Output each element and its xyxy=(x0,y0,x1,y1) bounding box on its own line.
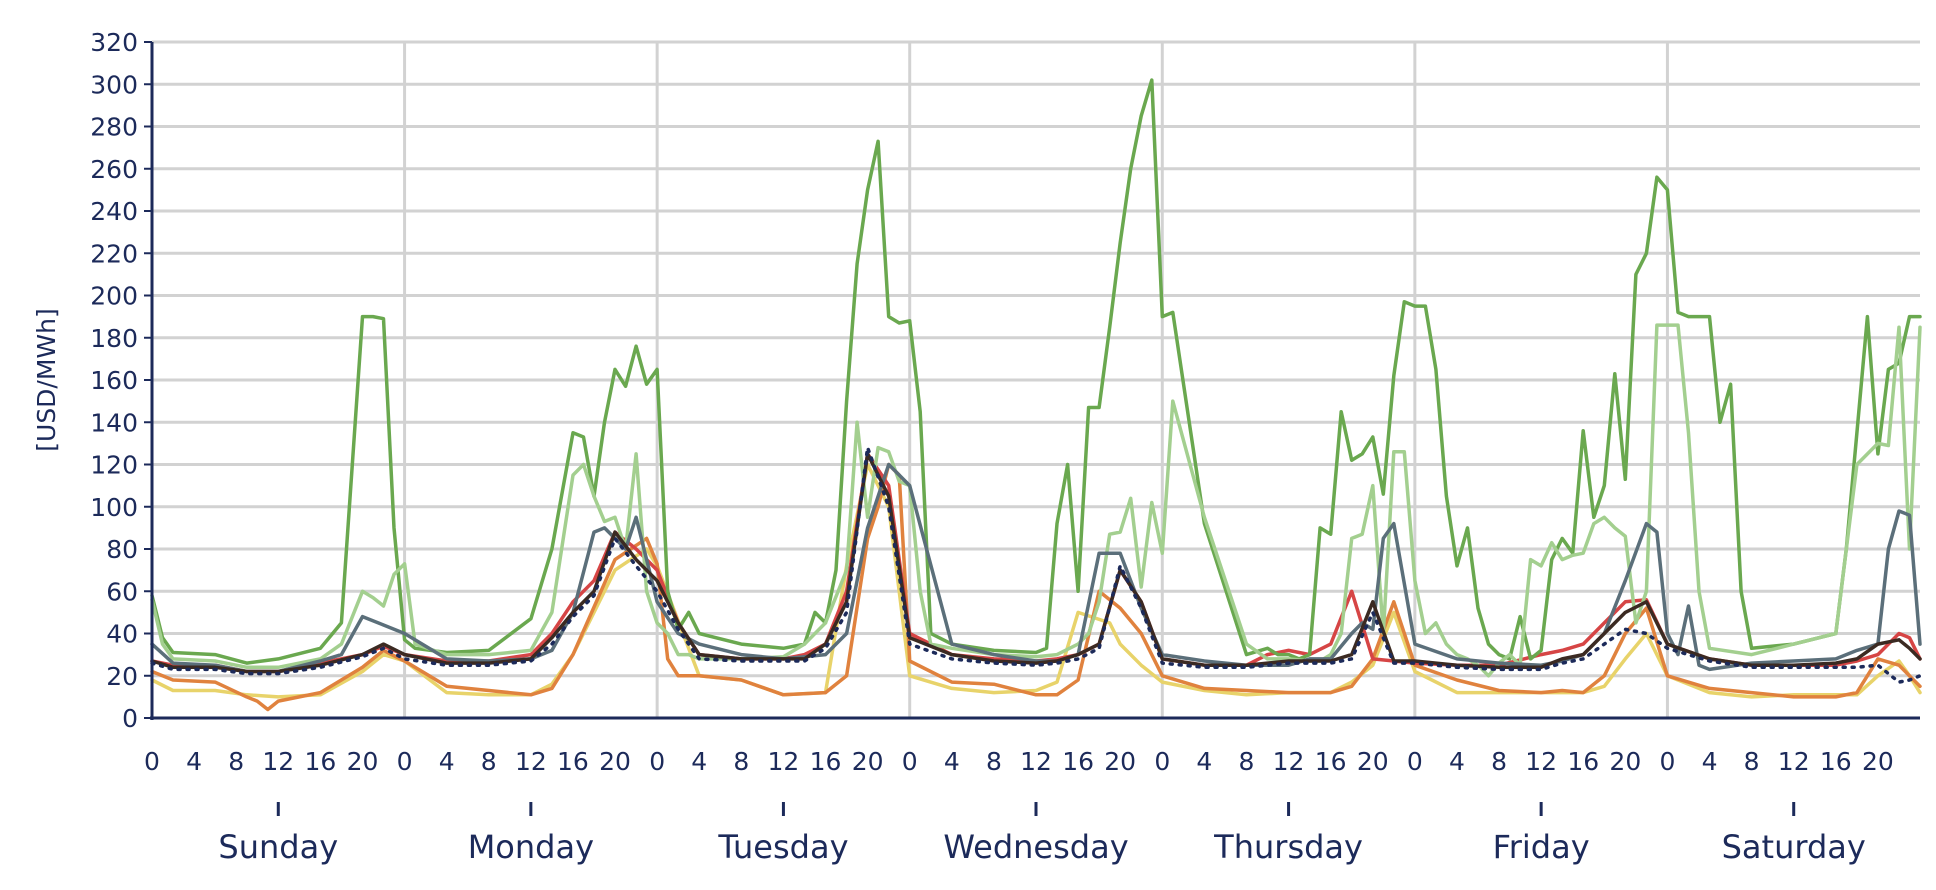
x-tick-label: 12 xyxy=(1525,747,1557,776)
y-tick-label: 80 xyxy=(106,535,138,564)
y-tick-label: 0 xyxy=(122,704,138,733)
x-tick-label: 4 xyxy=(1449,747,1465,776)
x-tick-label: 20 xyxy=(1104,747,1136,776)
x-tick-label: 20 xyxy=(347,747,379,776)
day-label: Wednesday xyxy=(943,828,1128,866)
x-tick-label: 8 xyxy=(1491,747,1507,776)
x-tick-label: 20 xyxy=(1357,747,1389,776)
x-tick-label: 20 xyxy=(852,747,884,776)
y-tick-label: 60 xyxy=(106,577,138,606)
x-tick-label: 0 xyxy=(397,747,413,776)
day-label: Friday xyxy=(1493,828,1590,866)
x-tick-label: 12 xyxy=(768,747,800,776)
x-tick-label: 12 xyxy=(262,747,294,776)
x-tick-label: 8 xyxy=(986,747,1002,776)
series-line-8 xyxy=(150,445,1922,684)
series-line-1 xyxy=(150,462,1922,699)
day-label: Sunday xyxy=(218,828,338,866)
y-tick-label: 240 xyxy=(90,197,138,226)
x-tick-label: 16 xyxy=(1820,747,1852,776)
y-tick-label: 160 xyxy=(90,366,138,395)
x-tick-label: 20 xyxy=(1862,747,1894,776)
x-tick-label: 20 xyxy=(1609,747,1641,776)
x-tick-label: 0 xyxy=(1659,747,1675,776)
x-tick-label: 16 xyxy=(304,747,336,776)
y-tick-label: 100 xyxy=(90,493,138,522)
x-tick-label: 20 xyxy=(599,747,631,776)
day-label: Thursday xyxy=(1213,828,1363,866)
y-tick-label: 180 xyxy=(90,324,138,353)
x-tick-label: 8 xyxy=(1239,747,1255,776)
x-tick-label: 8 xyxy=(228,747,244,776)
x-tick-label: 4 xyxy=(186,747,202,776)
x-tick-label: 16 xyxy=(810,747,842,776)
y-axis-label: [USD/MWh] xyxy=(32,308,61,451)
y-tick-label: 20 xyxy=(106,662,138,691)
y-tick-label: 140 xyxy=(90,408,138,437)
y-tick-label: 120 xyxy=(90,451,138,480)
x-tick-label: 16 xyxy=(557,747,589,776)
y-tick-label: 280 xyxy=(90,113,138,142)
series-line-5 xyxy=(150,323,1922,678)
x-tick-label: 16 xyxy=(1315,747,1347,776)
x-tick-label: 12 xyxy=(1020,747,1052,776)
y-tick-label: 300 xyxy=(90,70,138,99)
x-tick-label: 4 xyxy=(1196,747,1212,776)
x-tick-label: 8 xyxy=(733,747,749,776)
x-tick-label: 4 xyxy=(439,747,455,776)
x-tick-label: 4 xyxy=(1702,747,1718,776)
x-tick-label: 8 xyxy=(481,747,497,776)
series-layer xyxy=(150,78,1922,712)
day-label: Tuesday xyxy=(717,828,848,866)
x-tick-label: 12 xyxy=(515,747,547,776)
y-tick-label: 220 xyxy=(90,239,138,268)
series-line-7 xyxy=(150,452,1922,674)
x-tick-label: 12 xyxy=(1778,747,1810,776)
x-tick-label: 0 xyxy=(1154,747,1170,776)
x-tick-label: 0 xyxy=(902,747,918,776)
x-tick-label: 4 xyxy=(691,747,707,776)
y-tick-label: 320 xyxy=(90,28,138,57)
x-tick-label: 4 xyxy=(944,747,960,776)
x-tick-label: 8 xyxy=(1744,747,1760,776)
x-tick-label: 0 xyxy=(649,747,665,776)
x-tick-label: 12 xyxy=(1273,747,1305,776)
series-line-2 xyxy=(150,462,1922,712)
y-tick-label: 260 xyxy=(90,155,138,184)
x-tick-label: 16 xyxy=(1062,747,1094,776)
day-label: Monday xyxy=(468,828,594,866)
y-tick-label: 200 xyxy=(90,282,138,311)
day-label: Saturday xyxy=(1722,828,1866,866)
x-tick-label: 16 xyxy=(1567,747,1599,776)
x-tick-label: 0 xyxy=(144,747,160,776)
x-tick-label: 0 xyxy=(1407,747,1423,776)
axes: 0204060801001201401601802002202402602803… xyxy=(90,28,1920,866)
y-tick-label: 40 xyxy=(106,620,138,649)
